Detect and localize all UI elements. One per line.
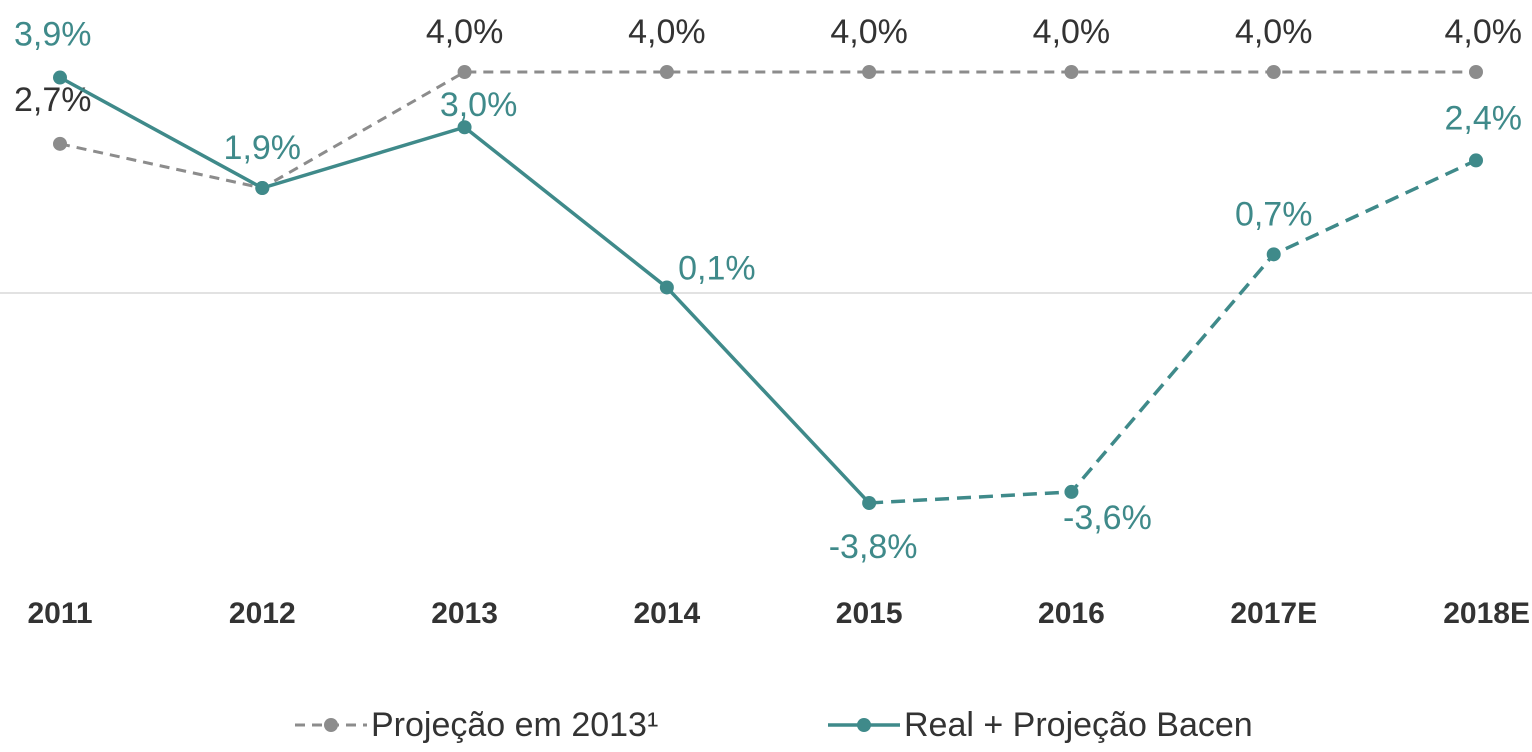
dashed-line — [59, 70, 1476, 190]
x-tick-label: 2012 — [229, 597, 296, 630]
solid-line — [59, 75, 871, 505]
value-label: 0,1% — [678, 249, 756, 287]
point — [1469, 153, 1483, 168]
value-label: 2,4% — [1445, 99, 1523, 137]
value-label: 4,0% — [628, 13, 706, 51]
value-label: 4,0% — [1445, 13, 1523, 51]
x-tick-label: 2011 — [27, 597, 92, 630]
point — [1469, 65, 1483, 79]
point — [659, 65, 674, 79]
legend-label: Real + Projeção Bacen — [904, 706, 1253, 744]
point — [862, 495, 877, 510]
legend-marker — [324, 718, 338, 732]
value-label: 0,7% — [1235, 195, 1313, 233]
x-tick-label: 2015 — [836, 597, 903, 630]
point — [1064, 484, 1079, 499]
dashed-line — [869, 158, 1477, 505]
x-tick-label: 2013 — [431, 597, 498, 630]
legend-label: Projeção em 2013¹ — [371, 706, 658, 744]
value-label: 4,0% — [426, 13, 504, 51]
point — [255, 181, 270, 196]
point — [1266, 65, 1281, 79]
point — [862, 65, 877, 79]
legend: Projeção em 2013¹ Real + Projeção Bacen — [295, 706, 1253, 744]
x-tick-label: 2016 — [1038, 597, 1105, 630]
point — [1266, 247, 1281, 262]
point — [1064, 65, 1079, 79]
x-tick-label: 2018E — [1443, 597, 1530, 630]
value-label: -3,6% — [1063, 499, 1152, 537]
x-tick-label: 2017E — [1230, 597, 1317, 630]
value-label: 3,0% — [440, 86, 518, 124]
value-label: 4,0% — [1235, 13, 1313, 51]
x-tick-label: 2014 — [633, 597, 700, 630]
legend-item: Projeção em 2013¹ — [295, 706, 658, 744]
legend-item: Real + Projeção Bacen — [828, 706, 1253, 744]
point — [659, 280, 674, 295]
point — [457, 65, 472, 79]
point — [457, 120, 472, 135]
point — [53, 70, 67, 85]
value-label: 4,0% — [830, 13, 908, 51]
value-label: 3,9% — [14, 16, 92, 54]
value-label: 4,0% — [1033, 13, 1111, 51]
point — [53, 136, 67, 151]
value-label: 1,9% — [224, 129, 302, 167]
legend-marker — [857, 718, 871, 732]
value-label: -3,8% — [829, 528, 918, 566]
